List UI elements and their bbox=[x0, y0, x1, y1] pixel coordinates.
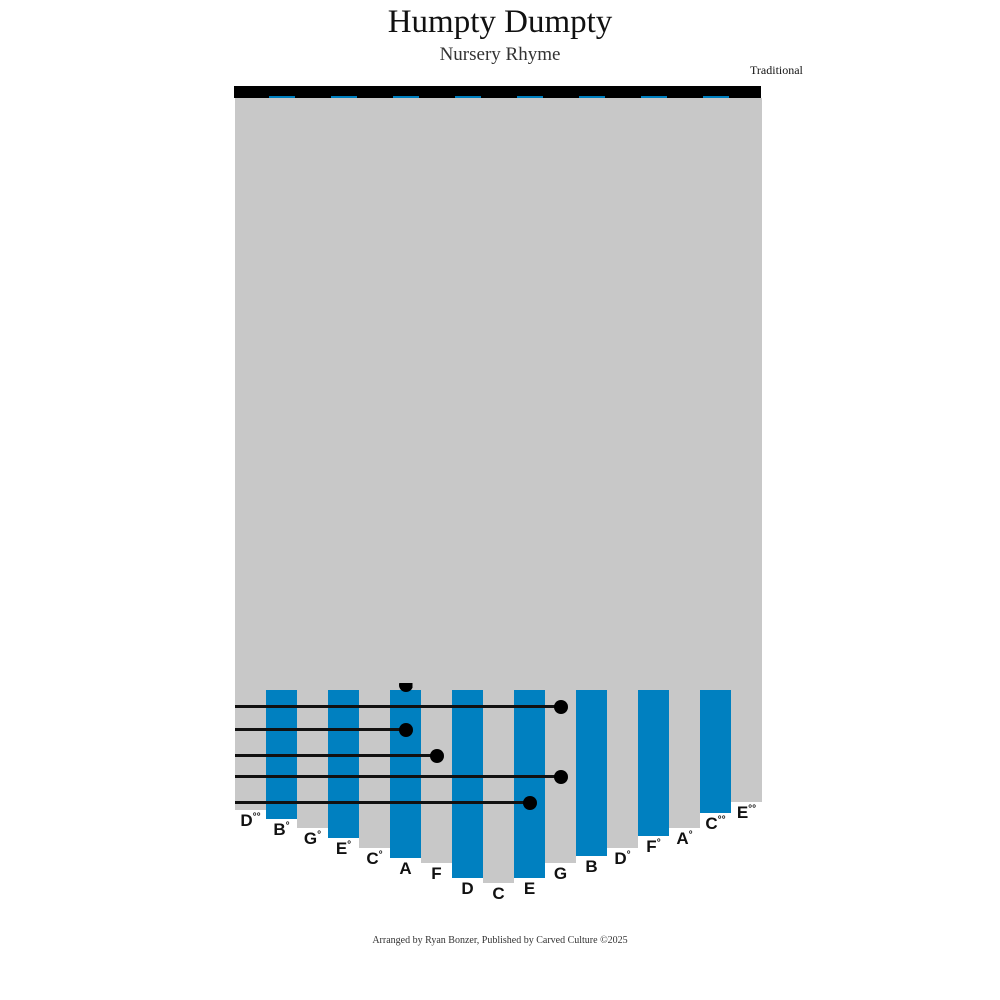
note-G bbox=[553, 700, 568, 714]
note-F bbox=[429, 749, 444, 763]
tine-label: B bbox=[585, 857, 598, 876]
tine-label: E°° bbox=[736, 803, 757, 822]
tine-F-1 bbox=[638, 690, 669, 836]
tine-label: D° bbox=[614, 849, 631, 868]
tine-label: E° bbox=[335, 839, 352, 858]
tine-E-1 bbox=[328, 690, 359, 838]
note-A bbox=[398, 723, 413, 737]
tine-marker bbox=[393, 96, 419, 98]
tine-C-2 bbox=[700, 690, 731, 813]
footer-credit: Arranged by Ryan Bonzer, Published by Ca… bbox=[372, 935, 628, 946]
note-E bbox=[522, 796, 537, 810]
tine-D bbox=[452, 690, 483, 878]
tine-label: C bbox=[492, 884, 505, 903]
tine-C bbox=[483, 690, 514, 883]
tine-marker bbox=[455, 96, 481, 98]
tine-E bbox=[514, 690, 545, 878]
note-stem bbox=[235, 705, 561, 708]
tine-marker bbox=[517, 96, 543, 98]
tine-marker bbox=[331, 96, 357, 98]
note-A bbox=[398, 683, 413, 692]
tine-label: A bbox=[399, 859, 412, 878]
note-stem bbox=[235, 801, 530, 804]
tine-label: C°° bbox=[705, 814, 726, 833]
tine-label: A° bbox=[676, 829, 693, 848]
tine-E-2 bbox=[731, 690, 762, 802]
tine-marker bbox=[703, 96, 729, 98]
song-subtitle: Nursery Rhyme bbox=[439, 44, 561, 65]
tine-label: G bbox=[553, 864, 568, 883]
tine-label: D°° bbox=[240, 811, 261, 830]
tine-marker bbox=[579, 96, 605, 98]
tine-D-2 bbox=[235, 690, 266, 810]
kalimba-bridge-bar bbox=[234, 86, 761, 98]
tine-label: E bbox=[523, 879, 536, 898]
song-title: Humpty Dumpty bbox=[387, 4, 613, 40]
tine-G-1 bbox=[297, 690, 328, 828]
composer: Traditional bbox=[750, 63, 803, 77]
tab-board bbox=[235, 98, 762, 690]
note-stem bbox=[235, 754, 437, 757]
note-stem bbox=[235, 775, 561, 778]
tine-label: F bbox=[431, 864, 442, 883]
tine-D-1 bbox=[607, 690, 638, 848]
tine-A-1 bbox=[669, 690, 700, 828]
tine-label: C° bbox=[366, 849, 383, 868]
tine-marker bbox=[269, 96, 295, 98]
tine-label: G° bbox=[303, 829, 322, 848]
tine-label: B° bbox=[273, 820, 290, 839]
tine-label: D bbox=[461, 879, 474, 898]
tine-A bbox=[390, 690, 421, 858]
note-stem bbox=[235, 728, 406, 731]
tine-label: F° bbox=[646, 837, 661, 856]
note-G bbox=[553, 770, 568, 784]
tine-marker bbox=[641, 96, 667, 98]
tine-C-1 bbox=[359, 690, 390, 848]
tine-B bbox=[576, 690, 607, 856]
